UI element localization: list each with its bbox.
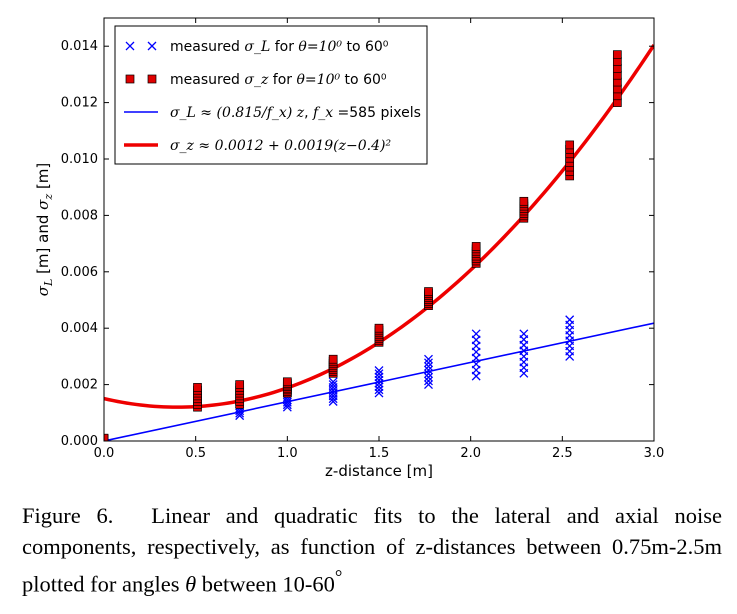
- y-tick-label: 0.004: [61, 321, 98, 336]
- sigma-z-measurement: [612, 50, 622, 107]
- axes-layer: 0.0 0.5 1.0 1.5 2.0 2.5 3.0 0.000 0.002 0.004 0.00…: [61, 17, 665, 461]
- sigma-z-measurement: [424, 287, 433, 310]
- x-tick-label: 2.5: [552, 446, 573, 461]
- sigma-z-measurement: [282, 377, 292, 398]
- legend-label: σ_z ≈ 0.0012 + 0.0019(z−0.4)²: [170, 138, 391, 154]
- x-tick-label: 0.0: [94, 446, 115, 461]
- sigma-l-measurement: [565, 315, 575, 361]
- sigma-l-measurement: [424, 354, 433, 390]
- chart: 0.0 0.5 1.0 1.5 2.0 2.5 3.0 0.000 0.002 0.004 0.00…: [34, 17, 665, 480]
- legend-entry: measured σ_L for θ=10⁰ to 60⁰: [125, 39, 389, 55]
- data-layer: [104, 43, 654, 441]
- y-tick-label: 0.006: [61, 265, 98, 280]
- legend-box: [114, 25, 428, 165]
- x-tick-label: 3.0: [644, 446, 665, 461]
- x-tick-label: 2.0: [460, 446, 481, 461]
- sigma-z-measurement: [104, 433, 109, 441]
- x-axis-label: z-distance [m]: [325, 462, 433, 480]
- legend-square-marker: [147, 74, 157, 84]
- x-tick-label: 1.0: [277, 446, 298, 461]
- caption-theta: θ: [185, 571, 197, 597]
- sigma-l-measurement: [519, 329, 529, 378]
- legend-entry: σ_L ≈ (0.815/f_x) z, f_x =585 pixels: [124, 105, 421, 121]
- x-tick-label: 0.5: [185, 446, 206, 461]
- y-axis-label: σL [m] and σz [m]: [34, 163, 55, 297]
- legend-entry: measured σ_z for θ=10⁰ to 60⁰: [125, 72, 387, 88]
- legend: measured σ_L for θ=10⁰ to 60⁰ measured σ_…: [114, 25, 428, 165]
- caption-degree: °: [334, 567, 343, 588]
- sigma-l-measurement: [471, 329, 481, 381]
- y-tick-label: 0.000: [61, 434, 98, 449]
- y-tick-label: 0.002: [61, 378, 98, 393]
- sigma-z-measurement: [235, 380, 245, 409]
- caption-text-end: between 10-60: [196, 571, 335, 597]
- y-tick-label: 0.014: [61, 39, 98, 54]
- sigma-z-measurement: [374, 323, 384, 347]
- legend-x-marker: [125, 41, 135, 51]
- sigma-z-measurement: [519, 196, 529, 223]
- sigma-l-measurement: [328, 377, 338, 406]
- figure-caption: Figure 6. Linear and quadratic fits to t…: [22, 500, 722, 600]
- caption-label: Figure 6.: [22, 503, 114, 528]
- sigma-l-measurement: [374, 366, 384, 398]
- sigma-z-measurement: [328, 354, 338, 378]
- legend-x-marker: [147, 41, 157, 51]
- legend-label: σ_L ≈ (0.815/f_x) z, f_x =585 pixels: [170, 105, 421, 121]
- caption-text: Linear and quadratic fits to the lateral…: [22, 503, 722, 597]
- sigma-l-fit-line: [104, 322, 654, 441]
- x-tick-label: 1.5: [369, 446, 390, 461]
- legend-entry: σ_z ≈ 0.0012 + 0.0019(z−0.4)²: [124, 138, 391, 154]
- y-tick-label: 0.010: [61, 152, 98, 167]
- y-tick-label: 0.008: [61, 208, 98, 223]
- sigma-z-measurement: [471, 242, 481, 268]
- legend-label: measured σ_L for θ=10⁰ to 60⁰: [170, 39, 389, 55]
- sigma-z-measurement: [193, 383, 202, 412]
- sigma-z-measurement: [565, 140, 575, 181]
- y-tick-label: 0.012: [61, 96, 98, 111]
- legend-square-marker: [125, 74, 135, 84]
- legend-label: measured σ_z for θ=10⁰ to 60⁰: [170, 72, 387, 88]
